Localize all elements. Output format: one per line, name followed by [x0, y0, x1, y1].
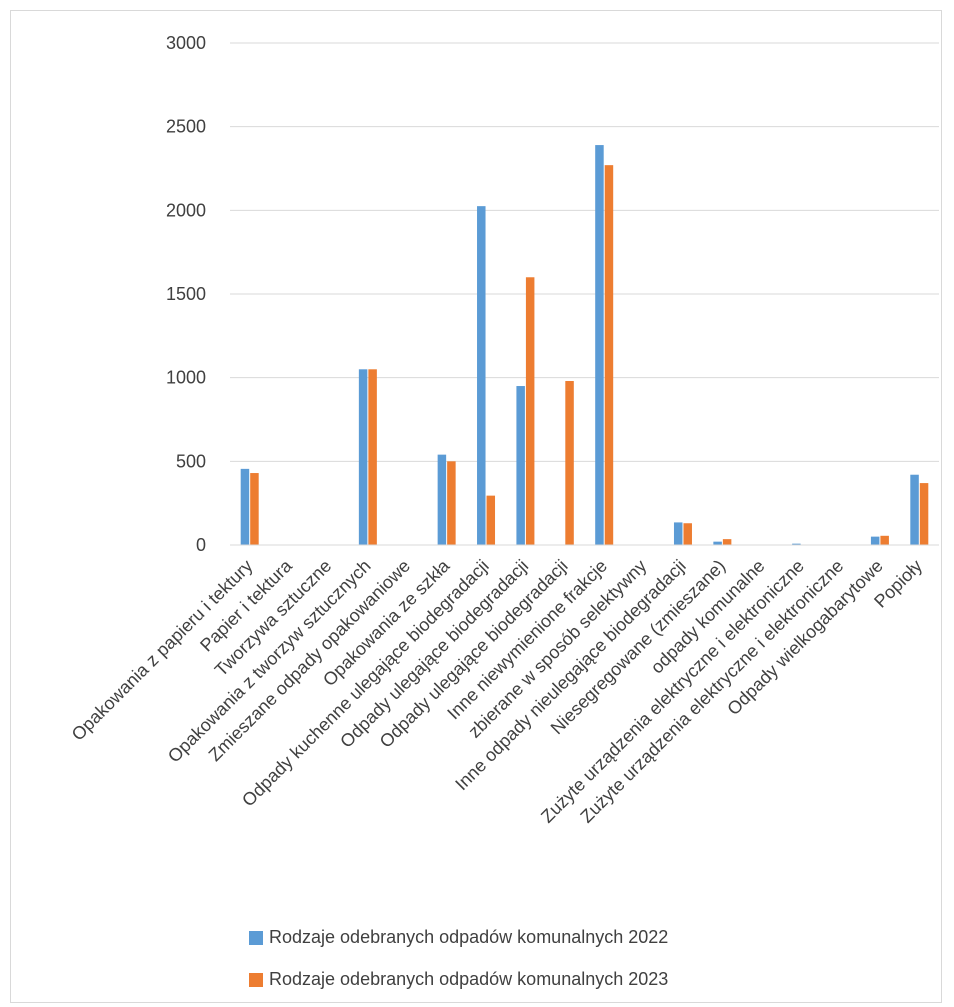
legend-label-2023: Rodzaje odebranych odpadów komunalnych 2…	[269, 969, 669, 989]
bar-2022	[792, 543, 801, 545]
bar-2023	[880, 535, 889, 545]
legend-item-2023: Rodzaje odebranych odpadów komunalnych 2…	[249, 969, 668, 990]
chart-frame: 0 500 1000 1500 2000 2500 3000 Opakowania z pa…	[10, 10, 942, 1003]
bars	[240, 145, 929, 546]
legend-swatch-2023	[249, 972, 263, 987]
bar-chart: 0 500 1000 1500 2000 2500 3000 Opakowania z pa…	[68, 33, 939, 827]
y-tick-label: 1500	[166, 284, 206, 304]
y-tick-label: 3000	[166, 33, 206, 53]
bar-2023	[525, 277, 535, 545]
bar-2022	[437, 454, 447, 545]
bar-2023	[250, 473, 259, 545]
gridlines	[230, 42, 939, 462]
bar-2023	[447, 461, 456, 545]
bar-2023	[683, 523, 692, 545]
y-tick-label: 2000	[166, 200, 206, 220]
legend-label-2022: Rodzaje odebranych odpadów komunalnych 2…	[269, 927, 669, 947]
y-tick-label: 0	[196, 535, 206, 555]
y-tick-label: 500	[176, 451, 206, 471]
bar-2022	[516, 386, 525, 545]
bar-2022	[870, 536, 880, 545]
bar-2022	[673, 522, 683, 545]
y-tick-label: 2500	[166, 117, 206, 137]
bar-2022	[910, 474, 919, 545]
bar-2023	[565, 381, 574, 545]
bar-2022	[240, 468, 250, 545]
bar-2023	[604, 165, 614, 546]
bar-2023	[486, 495, 496, 545]
bar-2022	[477, 206, 486, 545]
bar-2023	[368, 369, 377, 545]
bar-2022	[713, 541, 722, 545]
y-axis-labels: 0 500 1000 1500 2000 2500 3000	[166, 33, 206, 555]
legend-item-2022: Rodzaje odebranych odpadów komunalnych 2…	[249, 927, 668, 948]
bar-2022	[595, 145, 604, 545]
bar-2022	[358, 369, 368, 545]
legend-swatch-2022	[249, 930, 263, 945]
y-tick-label: 1000	[166, 368, 206, 388]
bar-2023	[919, 483, 929, 545]
bar-2023	[722, 539, 732, 545]
